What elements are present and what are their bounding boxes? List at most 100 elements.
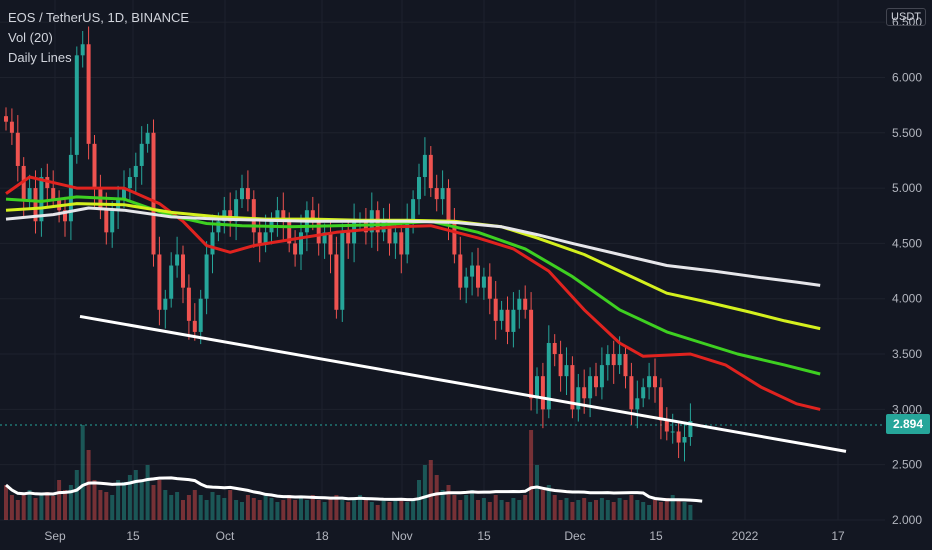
volume-bar: [157, 480, 162, 520]
candle-body: [186, 287, 191, 321]
candle-body: [558, 354, 563, 377]
time-tick-label: 18: [315, 529, 329, 543]
volume-bar: [428, 460, 433, 520]
candle-body: [51, 188, 56, 200]
candle-body: [470, 265, 475, 277]
candle-body: [393, 232, 398, 244]
candle-body: [582, 387, 587, 399]
time-axis[interactable]: Sep 15 Oct 18 Nov 15 Dec 15 2022 17: [44, 529, 845, 543]
moving-average-line: [5, 175, 821, 411]
last-price-tag: 2.894: [886, 414, 930, 434]
candle-body: [251, 199, 256, 233]
volume-bar: [617, 498, 622, 520]
candle-body: [617, 354, 622, 366]
volume-bar: [328, 498, 333, 520]
candle-body: [157, 254, 162, 310]
volume-bar: [529, 430, 534, 520]
candle-body: [653, 376, 657, 388]
volume-bar: [9, 495, 14, 520]
candle-body: [4, 116, 8, 122]
volume-bar: [422, 465, 427, 520]
volume-bar: [582, 498, 587, 520]
candle-body: [15, 132, 20, 166]
candle-body: [151, 132, 156, 255]
volume-bar: [458, 500, 463, 520]
volume-bar: [4, 485, 8, 520]
candle-body: [346, 232, 351, 244]
volume-bar: [116, 480, 121, 520]
volume-bar: [192, 490, 197, 520]
candle-body: [387, 221, 392, 244]
candle-body: [334, 254, 339, 310]
volume-indicator-label[interactable]: Vol (20): [8, 30, 53, 45]
moving-averages: [5, 175, 821, 411]
volume-bar: [122, 482, 126, 520]
candle-body: [310, 210, 315, 222]
price-tick-label: 4.000: [892, 292, 922, 306]
candle-body: [523, 298, 528, 310]
candle-body: [263, 232, 268, 244]
support-trendline: [79, 314, 847, 453]
candles: [4, 26, 693, 462]
candle-body: [257, 232, 262, 244]
candle-body: [122, 188, 126, 200]
volume-bar: [476, 500, 480, 520]
candle-body: [511, 309, 516, 332]
candle-body: [104, 210, 109, 233]
currency-label[interactable]: USDT: [886, 8, 926, 26]
candle-body: [287, 221, 292, 244]
volume-bar: [481, 498, 486, 520]
volume-bar: [310, 495, 315, 520]
volume-bar: [86, 450, 91, 520]
candle-body: [552, 342, 557, 355]
time-tick-label: 15: [126, 529, 140, 543]
candle-body: [464, 276, 469, 288]
candle-body: [27, 188, 32, 200]
volume-bar: [74, 470, 79, 520]
volume-average-line: [5, 476, 703, 503]
candle-body: [440, 188, 445, 200]
volume-bar: [487, 502, 492, 520]
moving-average-line: [5, 206, 821, 287]
price-tick-label: 4.500: [892, 236, 922, 250]
candle-body: [535, 376, 539, 399]
symbol-title[interactable]: EOS / TetherUS, 1D, BINANCE: [8, 10, 190, 25]
volume-bar: [251, 498, 256, 520]
volume-bar: [346, 502, 351, 520]
volume-bar: [39, 495, 44, 520]
price-tick-label: 2.500: [892, 458, 922, 472]
candle-body: [33, 188, 38, 222]
time-tick-label: Sep: [44, 529, 66, 543]
volume-bar: [145, 465, 150, 520]
candle-body: [576, 387, 581, 410]
candle-body: [340, 232, 345, 310]
candle-body: [86, 44, 91, 144]
volume-bar: [558, 500, 563, 520]
volume-bar: [641, 502, 646, 520]
candle-body: [139, 143, 144, 166]
volume-bar: [517, 500, 522, 520]
volume-bar: [104, 492, 109, 520]
candle-body: [629, 376, 634, 410]
candle-body: [175, 254, 180, 266]
candle-body: [517, 298, 522, 310]
candle-body: [192, 320, 197, 332]
time-tick-label: 2022: [732, 529, 759, 543]
volume-bar: [381, 500, 386, 520]
price-tick-label: 3.000: [892, 402, 922, 416]
volume-bar: [216, 495, 221, 520]
price-axis[interactable]: 6.5006.0005.5005.0004.5004.0003.5003.000…: [892, 15, 922, 527]
candle-body: [80, 44, 85, 56]
candle-body: [529, 309, 534, 399]
candle-body: [234, 199, 239, 222]
daily-lines-indicator-label[interactable]: Daily Lines: [8, 50, 72, 65]
volume-bar: [363, 500, 368, 520]
candle-body: [39, 177, 44, 222]
volume-bar: [269, 498, 274, 520]
volume-bar: [387, 502, 392, 520]
candle-body: [405, 221, 410, 255]
candle-body: [422, 154, 427, 178]
volume-bar: [287, 495, 292, 520]
volume-bar: [399, 498, 404, 520]
